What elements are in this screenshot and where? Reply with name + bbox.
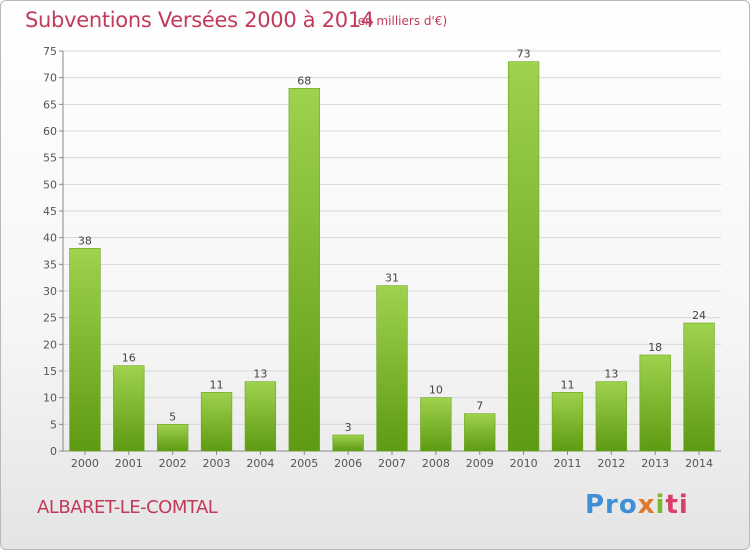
y-tick-label: 20 — [43, 338, 57, 351]
value-label: 13 — [604, 368, 618, 381]
x-tick-label: 2011 — [553, 457, 581, 470]
y-tick-label: 25 — [43, 312, 57, 325]
bar-2010 — [507, 61, 540, 452]
y-tick-label: 60 — [43, 125, 57, 138]
bar-2014 — [683, 322, 715, 452]
bar-2009 — [464, 413, 496, 452]
bar-2007 — [376, 285, 408, 452]
value-label: 11 — [210, 378, 224, 391]
bar-2001 — [113, 365, 145, 452]
y-tick-label: 10 — [43, 392, 57, 405]
x-tick-label: 2007 — [378, 457, 406, 470]
value-label: 31 — [385, 272, 399, 285]
logo-part: Pro — [585, 490, 638, 520]
bar-2011 — [551, 392, 584, 452]
value-label: 13 — [253, 368, 267, 381]
value-label: 7 — [476, 400, 483, 413]
bar-2006 — [332, 434, 364, 452]
bar-2013 — [639, 354, 671, 452]
x-tick-label: 2013 — [641, 457, 669, 470]
y-tick-label: 35 — [43, 258, 57, 271]
bar-2005 — [288, 88, 320, 452]
value-label: 18 — [648, 341, 662, 354]
y-tick-label: 40 — [43, 232, 57, 245]
y-tick-label: 45 — [43, 205, 57, 218]
x-tick-label: 2001 — [115, 457, 143, 470]
proxiti-logo[interactable]: Proxiti — [585, 490, 689, 520]
y-tick-label: 70 — [43, 72, 57, 85]
value-label: 24 — [692, 309, 706, 322]
chart-title: Subventions Versées 2000 à 2014 — [25, 8, 374, 32]
value-label: 38 — [78, 234, 92, 247]
logo-part: ti — [665, 490, 689, 520]
y-tick-label: 55 — [43, 152, 57, 165]
value-label: 11 — [560, 378, 574, 391]
bar-2004 — [244, 381, 277, 452]
logo-part: i — [655, 490, 666, 520]
value-label: 10 — [429, 384, 443, 397]
chart-subtitle: (en milliers d'€) — [353, 14, 448, 28]
bar-2003 — [200, 392, 233, 452]
y-tick-label: 15 — [43, 365, 57, 378]
y-tick-label: 0 — [50, 445, 57, 458]
x-tick-label: 2010 — [510, 457, 538, 470]
value-label: 3 — [345, 421, 352, 434]
y-tick-label: 30 — [43, 285, 57, 298]
x-tick-label: 2009 — [466, 457, 494, 470]
value-label: 68 — [297, 74, 311, 87]
commune-name: ALBARET-LE-COMTAL — [37, 497, 218, 518]
bar-2000 — [69, 248, 101, 452]
y-tick-label: 50 — [43, 178, 57, 191]
bar-2008 — [420, 397, 452, 452]
x-tick-label: 2000 — [71, 457, 99, 470]
y-tick-label: 75 — [43, 45, 57, 58]
value-label: 16 — [122, 352, 136, 365]
x-tick-label: 2004 — [246, 457, 274, 470]
y-tick-label: 5 — [50, 418, 57, 431]
x-tick-label: 2014 — [685, 457, 713, 470]
x-tick-label: 2003 — [203, 457, 231, 470]
y-tick-label: 65 — [43, 98, 57, 111]
x-tick-label: 2006 — [334, 457, 362, 470]
value-label: 5 — [169, 410, 176, 423]
x-tick-label: 2008 — [422, 457, 450, 470]
labels: 0510152025303540455055606570753820001620… — [43, 45, 713, 470]
bars — [69, 61, 715, 452]
logo-part: x — [637, 490, 656, 520]
x-tick-label: 2012 — [597, 457, 625, 470]
x-tick-label: 2005 — [290, 457, 318, 470]
value-label: 73 — [517, 48, 531, 61]
bar-2002 — [157, 424, 189, 452]
x-tick-label: 2002 — [159, 457, 187, 470]
bar-2012 — [595, 381, 627, 452]
